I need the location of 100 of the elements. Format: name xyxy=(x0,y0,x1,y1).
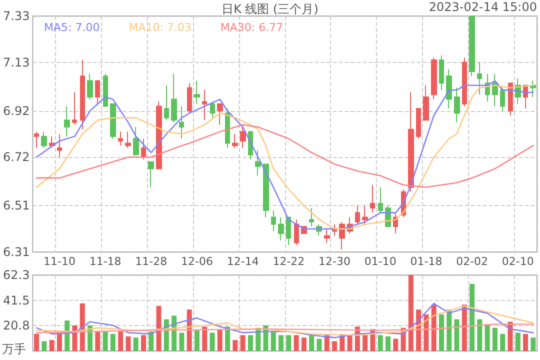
y-tick-label: 6.51 xyxy=(3,198,30,213)
candlestick xyxy=(87,73,93,100)
bar xyxy=(148,331,154,351)
y-tick-label: 6.92 xyxy=(3,104,30,118)
bar xyxy=(508,322,513,351)
bar xyxy=(347,335,352,351)
candlestick xyxy=(164,84,169,121)
candlestick xyxy=(217,103,223,126)
x-tick-label: 01-10 xyxy=(364,255,396,268)
candlestick xyxy=(72,92,77,126)
bar xyxy=(500,334,506,351)
y-tick-label: 62.3 xyxy=(3,268,30,282)
bar xyxy=(484,324,490,351)
candlestick xyxy=(477,62,482,96)
candlestick xyxy=(508,82,513,116)
candlestick xyxy=(263,164,269,218)
candlestick xyxy=(110,103,116,140)
bar xyxy=(515,332,520,351)
bar xyxy=(102,331,108,351)
bar xyxy=(492,328,498,351)
candlestick xyxy=(286,216,291,246)
candlestick xyxy=(187,82,192,114)
bar xyxy=(393,338,398,351)
bar xyxy=(530,338,536,351)
candlestick xyxy=(378,186,383,214)
candlestick xyxy=(469,16,475,77)
bar xyxy=(523,334,528,351)
candlestick xyxy=(446,68,452,110)
candlestick xyxy=(34,131,39,148)
candlestick xyxy=(416,108,421,140)
line-series xyxy=(36,324,534,334)
candlestick xyxy=(225,108,230,148)
bar xyxy=(324,335,330,351)
bar xyxy=(126,336,131,351)
candlestick xyxy=(255,150,261,176)
candlestick xyxy=(103,73,108,107)
x-tick-label: 11-28 xyxy=(135,255,168,268)
candlestick xyxy=(355,205,360,225)
bar xyxy=(232,340,238,351)
bar xyxy=(110,334,116,351)
text: 2023-02-14 15:00 xyxy=(428,0,538,14)
candlestick xyxy=(240,124,246,148)
candlestick xyxy=(156,101,162,170)
bar xyxy=(408,275,414,351)
candlestick xyxy=(148,161,154,188)
bar xyxy=(438,314,444,351)
candlestick xyxy=(210,101,215,118)
chart-title: 日K 线图 (三个月) xyxy=(222,2,318,16)
bar xyxy=(286,335,292,351)
bar xyxy=(240,335,246,351)
candlestick xyxy=(141,138,146,160)
y-tick-label: 41.5 xyxy=(3,293,30,308)
candlestick xyxy=(271,210,276,232)
bar xyxy=(446,310,452,351)
candlestick xyxy=(462,57,467,107)
bar xyxy=(477,319,482,351)
bar xyxy=(470,284,475,351)
bar xyxy=(316,338,322,351)
bar xyxy=(454,319,460,351)
bar xyxy=(386,336,391,351)
candlestick xyxy=(530,80,536,98)
line-series xyxy=(36,124,534,188)
candlestick xyxy=(57,134,62,158)
candlestick xyxy=(80,59,85,130)
x-tick-label: 11-10 xyxy=(43,255,76,268)
candlestick xyxy=(41,131,47,148)
candlestick xyxy=(439,54,444,91)
candlestick xyxy=(454,87,460,123)
candlestick xyxy=(408,92,414,192)
bar xyxy=(34,334,40,351)
candlestick xyxy=(125,131,131,148)
candlestick xyxy=(194,80,200,104)
x-tick-label: 12-30 xyxy=(318,255,351,268)
bar xyxy=(248,335,253,351)
x-tick-label: 11-18 xyxy=(89,255,122,268)
candlestick xyxy=(431,57,437,100)
bar xyxy=(156,306,162,351)
candlestick xyxy=(278,216,284,241)
bar xyxy=(72,325,78,351)
y-tick-label: 20.8 xyxy=(3,318,30,333)
candlestick xyxy=(118,131,123,146)
candlestick xyxy=(179,106,184,140)
candlestick xyxy=(232,134,238,148)
x-tick-label: 01-18 xyxy=(410,255,442,268)
bar xyxy=(431,304,436,351)
y-tick-label: 6.72 xyxy=(3,150,30,164)
candlestick xyxy=(362,205,368,225)
x-tick-label: 02-02 xyxy=(456,255,488,268)
bar xyxy=(95,331,100,351)
bar xyxy=(80,303,85,351)
bar xyxy=(462,304,467,351)
bar xyxy=(270,331,276,351)
bar xyxy=(294,335,299,351)
bar xyxy=(88,325,93,351)
candlestick xyxy=(492,73,498,107)
y-axis-title: 万手 xyxy=(2,342,26,356)
candlestick xyxy=(332,224,337,236)
y-tick-label: 7.13 xyxy=(3,55,30,70)
candlestick xyxy=(339,221,345,250)
candlestick xyxy=(309,208,314,228)
